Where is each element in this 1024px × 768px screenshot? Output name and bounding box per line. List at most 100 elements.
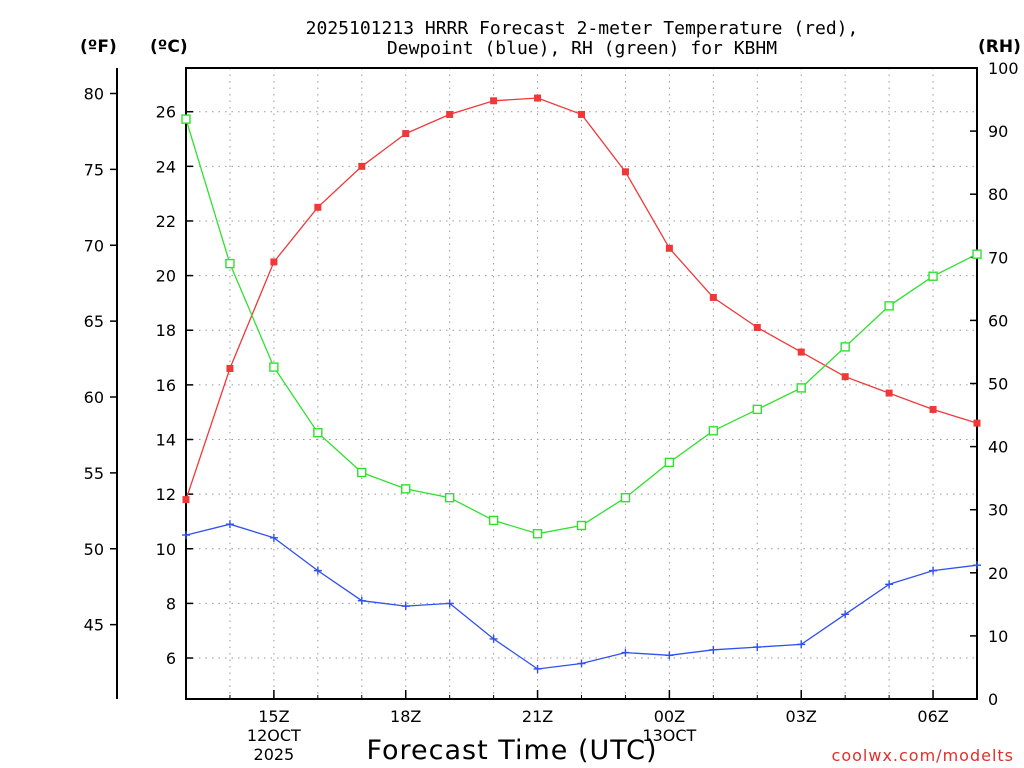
rh-tick-label: 70 xyxy=(988,248,1008,267)
dewpoint-point xyxy=(401,602,410,611)
celsius-tick-label: 8 xyxy=(166,594,176,613)
celsius-tick-label: 22 xyxy=(156,212,176,231)
temperature-point xyxy=(929,405,937,413)
rh-point xyxy=(532,528,543,539)
celsius-tick-label: 16 xyxy=(156,376,176,395)
celsius-tick-label: 24 xyxy=(156,157,176,176)
chart-title-line-1: 2025101213 HRRR Forecast 2-meter Tempera… xyxy=(306,18,859,39)
data-series xyxy=(181,94,982,673)
x-tick-label: 21Z xyxy=(522,707,553,726)
rh-tick-label: 50 xyxy=(988,375,1008,394)
temperature-point xyxy=(797,348,805,356)
fahrenheit-unit-label: (ºF) xyxy=(80,37,117,57)
x-tick-label: 12OCT xyxy=(247,726,301,745)
plot-frame xyxy=(185,67,978,700)
temperature-point xyxy=(226,364,234,372)
rh-point xyxy=(357,467,367,478)
temperature-point xyxy=(885,389,893,397)
dewpoint-point xyxy=(445,599,454,608)
rh-point xyxy=(664,457,675,468)
rh-point xyxy=(708,426,719,436)
dewpoint-point xyxy=(841,610,850,619)
dewpoint-point xyxy=(621,648,630,657)
x-tick-label: 03Z xyxy=(786,707,817,726)
temperature-point xyxy=(270,258,278,266)
x-tick-label: 18Z xyxy=(390,707,421,726)
rh-tick-label: 30 xyxy=(988,501,1008,520)
rh-point xyxy=(972,249,982,259)
celsius-tick-label: 18 xyxy=(156,321,176,340)
rh-point xyxy=(620,493,631,503)
rh-point xyxy=(269,362,279,372)
rh-unit-label: (RH) xyxy=(978,37,1021,57)
dewpoint-point xyxy=(885,580,894,589)
rh-point xyxy=(840,342,850,352)
temperature-point xyxy=(578,110,585,118)
celsius-unit-label: (ºC) xyxy=(150,37,188,57)
dewpoint-point xyxy=(182,531,190,540)
rh-tick-label: 90 xyxy=(988,122,1008,141)
rh-point xyxy=(488,515,499,526)
fahrenheit-tick-label: 50 xyxy=(84,540,104,559)
rh-point xyxy=(752,404,762,415)
temperature-point xyxy=(709,293,717,301)
rh-tick-label: 10 xyxy=(988,627,1008,646)
rh-point xyxy=(796,383,806,393)
x-tick-label: 06Z xyxy=(917,707,948,726)
temperature-point xyxy=(665,244,673,252)
x-tick-label: 2025 xyxy=(254,745,295,764)
rh-point xyxy=(225,258,235,269)
chart-title-line-2: Dewpoint (blue), RH (green) for KBHM xyxy=(387,38,777,59)
dewpoint-point xyxy=(973,561,981,570)
dewpoint-point xyxy=(665,651,674,660)
x-axis-label: Forecast Time (UTC) xyxy=(366,735,657,766)
dewpoint-point xyxy=(797,640,806,649)
celsius-tick-label: 26 xyxy=(156,103,176,122)
fahrenheit-tick-label: 80 xyxy=(84,84,104,103)
celsius-tick-label: 6 xyxy=(166,649,176,668)
fahrenheit-tick-label: 45 xyxy=(84,616,104,635)
rh-point xyxy=(181,114,191,124)
rh-tick-label: 0 xyxy=(988,690,998,709)
dewpoint-point xyxy=(753,643,762,652)
rh-tick-label: 60 xyxy=(988,311,1008,330)
temperature-point xyxy=(621,168,629,176)
temperature-point xyxy=(841,373,849,381)
rh-point xyxy=(313,428,323,438)
celsius-tick-label: 12 xyxy=(156,485,176,504)
rh-point xyxy=(401,484,411,494)
fahrenheit-tick-label: 70 xyxy=(84,236,104,255)
rh-point xyxy=(576,520,587,531)
rh-tick-label: 20 xyxy=(988,564,1008,583)
temperature-point xyxy=(314,203,322,211)
dewpoint-point xyxy=(357,596,366,605)
fahrenheit-tick-label: 65 xyxy=(84,312,104,331)
grid-lines xyxy=(186,68,977,699)
credit-text: coolwx.com/modelts xyxy=(832,746,1014,765)
temperature-point xyxy=(402,130,410,138)
temperature-point xyxy=(446,110,454,118)
rh-point xyxy=(444,493,455,503)
rh-point xyxy=(928,271,938,281)
rh-point xyxy=(884,301,894,311)
dewpoint-point xyxy=(225,520,234,529)
fahrenheit-tick-label: 60 xyxy=(84,388,104,407)
x-tick-label: 15Z xyxy=(258,707,289,726)
temperature-point xyxy=(182,496,190,504)
axis-ticks: 6 8 10 12 14 16 18 20 22 24 26 45 50 55 60 65 70 75 80 0 10 2… xyxy=(84,59,1019,764)
rh-tick-label: 40 xyxy=(988,438,1008,457)
temperature-point xyxy=(753,324,761,332)
celsius-tick-label: 10 xyxy=(156,540,176,559)
dewpoint-point xyxy=(709,645,718,654)
temperature-point xyxy=(490,97,498,105)
temperature-point xyxy=(534,94,542,102)
dewpoint-point xyxy=(533,664,542,673)
x-tick-label: 13OCT xyxy=(642,726,696,745)
rh-tick-label: 80 xyxy=(988,185,1008,204)
dewpoint-point xyxy=(489,634,498,643)
x-tick-label: 00Z xyxy=(654,707,685,726)
rh-tick-label: 100 xyxy=(988,59,1019,78)
dewpoint-point xyxy=(929,566,938,575)
dewpoint-point xyxy=(313,566,322,575)
